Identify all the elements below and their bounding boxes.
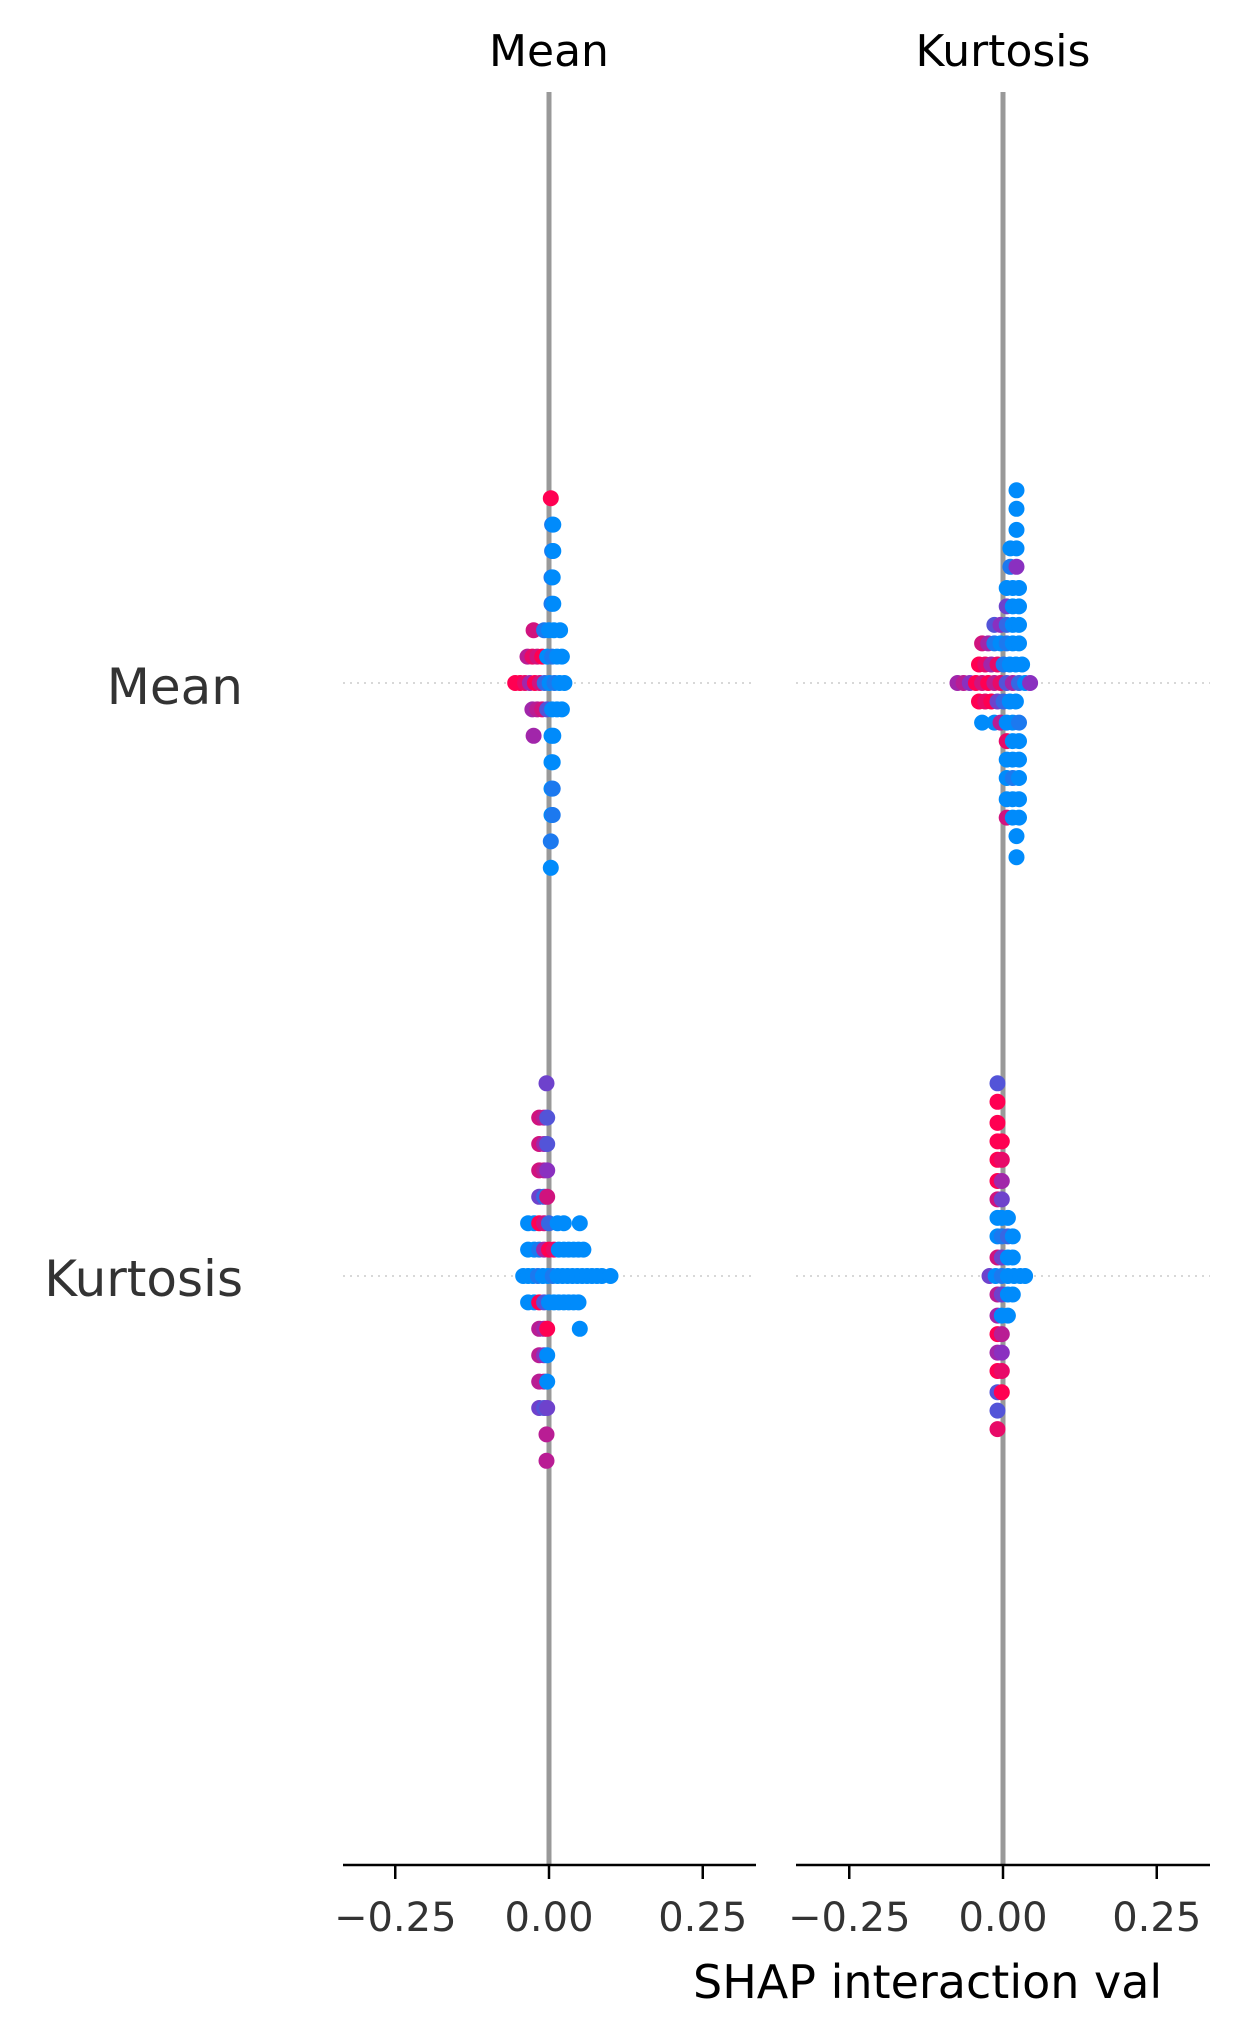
point-kurtosis-mean-9 (539, 1162, 556, 1179)
point-mean-kurtosis-24 (1011, 635, 1027, 652)
point-mean-mean-21 (553, 648, 570, 665)
point-kurtosis-mean-64 (539, 1320, 556, 1337)
point-kurtosis-kurtosis-13 (999, 1209, 1016, 1226)
point-mean-kurtosis-6 (1008, 558, 1025, 575)
point-kurtosis-kurtosis-45 (989, 1421, 1006, 1438)
point-mean-kurtosis-4 (1008, 540, 1025, 557)
point-mean-kurtosis-53 (974, 714, 991, 731)
point-kurtosis-kurtosis-35 (999, 1307, 1016, 1324)
x-tick-label-kurtosis-0: −0.25 (788, 1895, 911, 1941)
point-kurtosis-kurtosis-28 (1017, 1268, 1034, 1284)
point-mean-mean-44 (544, 754, 561, 771)
point-mean-kurtosis-32 (1014, 656, 1031, 673)
point-mean-kurtosis-52 (1007, 693, 1024, 710)
point-mean-kurtosis-45 (1022, 675, 1039, 691)
point-kurtosis-mean-68 (539, 1347, 556, 1364)
column-title-kurtosis: Kurtosis (916, 26, 1091, 77)
point-mean-kurtosis-73 (1011, 809, 1027, 826)
point-mean-kurtosis-64 (1011, 751, 1027, 768)
x-tick-label-kurtosis-2: 0.25 (1112, 1895, 1201, 1941)
point-mean-mean-13 (552, 622, 569, 639)
point-mean-mean-42 (545, 727, 562, 744)
point-kurtosis-mean-20 (571, 1215, 588, 1232)
point-mean-mean-4 (545, 543, 562, 559)
point-mean-mean-8 (545, 595, 562, 612)
point-mean-mean-49 (542, 833, 559, 850)
point-kurtosis-mean-71 (539, 1373, 556, 1390)
point-mean-kurtosis-74 (1008, 828, 1025, 845)
point-kurtosis-mean-32 (575, 1241, 592, 1258)
point-mean-kurtosis-1 (1008, 500, 1025, 517)
point-kurtosis-mean-6 (539, 1136, 556, 1152)
point-kurtosis-mean-50 (602, 1268, 619, 1284)
point-kurtosis-kurtosis-0 (989, 1075, 1006, 1092)
row-label-mean: Mean (107, 658, 243, 716)
point-mean-mean-6 (544, 569, 561, 586)
point-kurtosis-kurtosis-32 (1004, 1286, 1021, 1303)
point-mean-mean-48 (544, 807, 561, 823)
zero-lines (546, 92, 1006, 1865)
point-mean-kurtosis-58 (1011, 714, 1027, 731)
point-mean-kurtosis-75 (1008, 849, 1025, 866)
point-kurtosis-kurtosis-17 (1004, 1228, 1021, 1245)
point-mean-mean-46 (544, 780, 561, 797)
point-kurtosis-kurtosis-6 (993, 1151, 1010, 1168)
x-tick-label-mean-1: 0.00 (504, 1895, 593, 1941)
x-axes: −0.25 0.00 0.25 −0.25 0.00 0.25 (334, 1863, 1210, 1941)
point-mean-mean-32 (556, 675, 573, 691)
x-axis-label: SHAP interaction val (693, 1955, 1162, 2009)
point-kurtosis-mean-61 (570, 1294, 587, 1311)
point-kurtosis-kurtosis-2 (989, 1114, 1006, 1131)
point-kurtosis-kurtosis-41 (993, 1363, 1010, 1379)
point-kurtosis-kurtosis-37 (993, 1326, 1010, 1343)
point-kurtosis-kurtosis-8 (993, 1173, 1010, 1189)
point-kurtosis-kurtosis-43 (993, 1384, 1010, 1401)
point-mean-kurtosis-2 (1008, 521, 1025, 538)
x-tick-label-mean-0: −0.25 (334, 1895, 457, 1941)
point-mean-mean-0 (542, 490, 559, 507)
point-kurtosis-kurtosis-39 (993, 1344, 1010, 1361)
point-kurtosis-mean-76 (538, 1452, 555, 1469)
column-title-mean: Mean (489, 26, 609, 77)
point-kurtosis-kurtosis-4 (993, 1133, 1010, 1150)
point-kurtosis-mean-12 (539, 1188, 556, 1205)
point-mean-kurtosis-67 (1011, 770, 1027, 786)
point-mean-kurtosis-61 (1011, 733, 1027, 750)
point-mean-kurtosis-0 (1008, 482, 1025, 499)
point-kurtosis-mean-74 (539, 1400, 556, 1416)
point-mean-mean-40 (525, 727, 542, 744)
point-kurtosis-mean-19 (555, 1215, 572, 1232)
point-mean-mean-39 (553, 701, 570, 718)
row-label-kurtosis: Kurtosis (44, 1250, 243, 1308)
point-mean-mean-50 (542, 859, 559, 876)
point-kurtosis-mean-75 (538, 1426, 555, 1443)
point-kurtosis-kurtosis-44 (989, 1402, 1006, 1419)
point-mean-kurtosis-9 (1011, 580, 1027, 596)
x-tick-label-mean-2: 0.25 (658, 1895, 747, 1941)
point-kurtosis-kurtosis-10 (993, 1191, 1010, 1208)
point-kurtosis-kurtosis-1 (989, 1093, 1006, 1110)
point-mean-kurtosis-12 (1011, 598, 1027, 615)
x-tick-label-kurtosis-1: 0.00 (958, 1895, 1047, 1941)
point-kurtosis-mean-65 (571, 1320, 588, 1337)
point-kurtosis-mean-0 (538, 1075, 555, 1092)
point-mean-mean-2 (545, 516, 562, 533)
row-guide-lines (343, 682, 1210, 1277)
point-mean-kurtosis-17 (1011, 616, 1027, 633)
point-kurtosis-kurtosis-21 (1004, 1249, 1021, 1266)
data-points (507, 482, 1039, 1469)
point-kurtosis-mean-3 (539, 1109, 556, 1126)
point-mean-kurtosis-70 (1011, 791, 1027, 808)
